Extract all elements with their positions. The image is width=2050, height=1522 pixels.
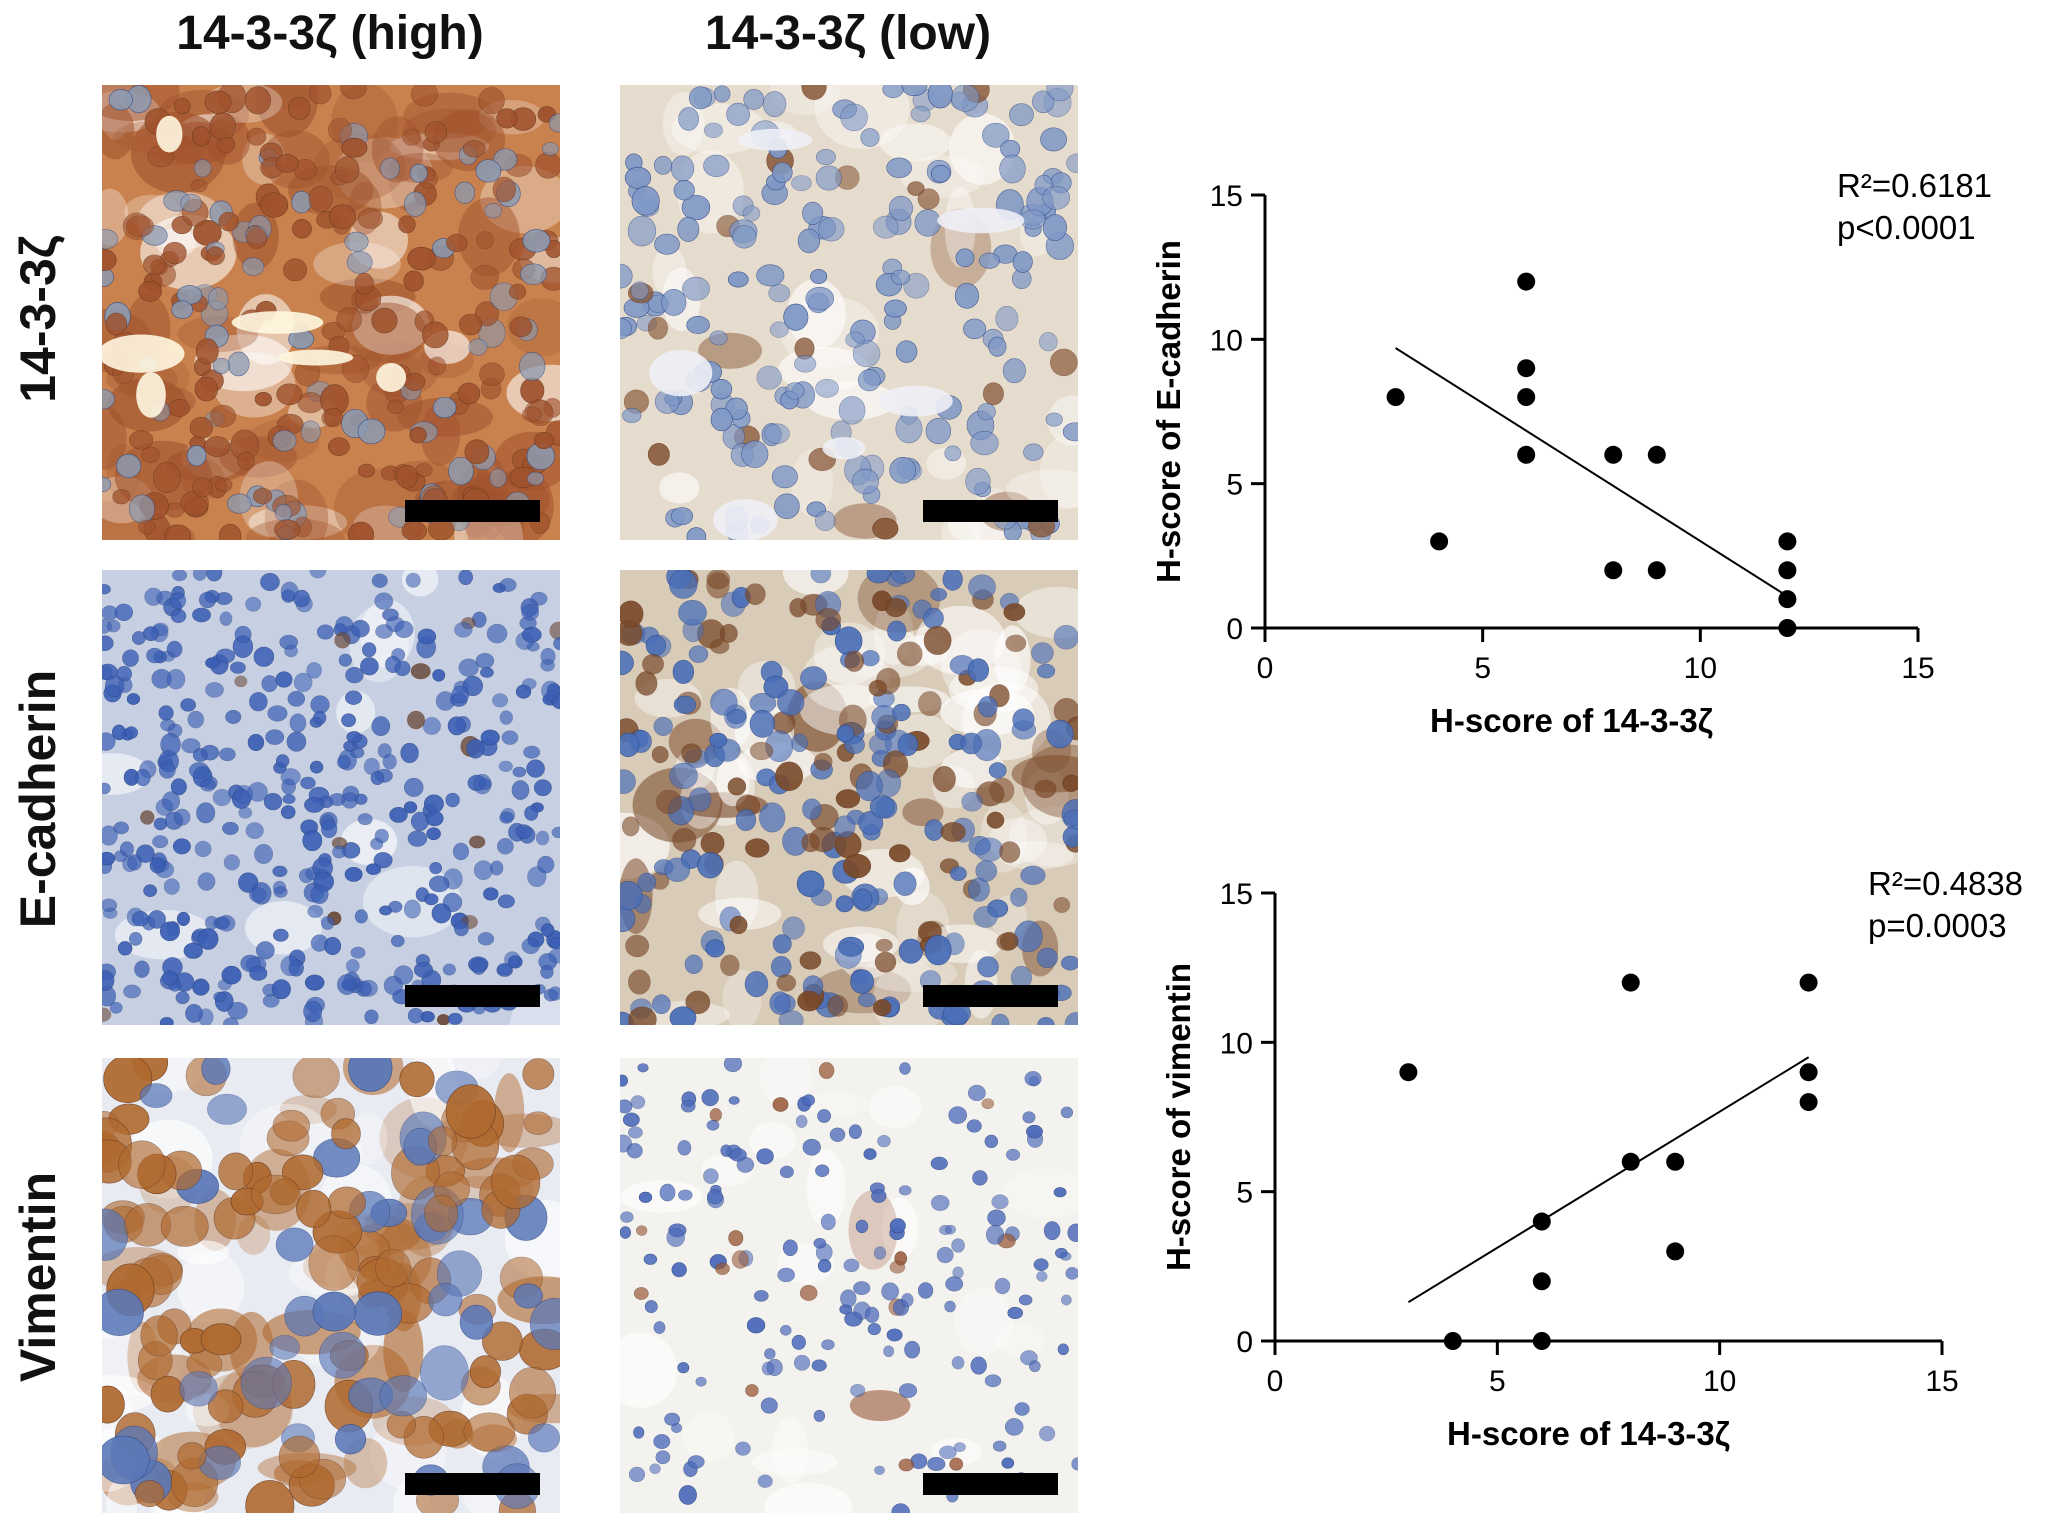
- p-value-annotation: p=0.0003: [1868, 907, 2007, 944]
- r-squared-annotation: R²=0.4838: [1868, 865, 2023, 902]
- data-point: [1532, 1212, 1551, 1231]
- data-point: [1532, 1272, 1551, 1291]
- x-tick-label: 5: [1489, 1365, 1506, 1398]
- micrograph-14-3-3z-low: [620, 85, 1078, 540]
- micrograph-image: [102, 85, 560, 540]
- data-point: [1799, 1093, 1818, 1112]
- micrograph-14-3-3z-high: [102, 85, 560, 540]
- scale-bar: [923, 1473, 1058, 1495]
- y-tick-label: 10: [1210, 324, 1243, 357]
- data-point: [1517, 272, 1536, 291]
- x-tick-label: 10: [1703, 1365, 1736, 1398]
- data-point: [1517, 388, 1536, 407]
- data-point: [1778, 619, 1797, 637]
- p-value-annotation: p<0.0001: [1837, 209, 1976, 246]
- data-point: [1399, 1063, 1418, 1082]
- regression-line: [1395, 347, 1788, 598]
- data-point: [1604, 561, 1623, 580]
- micrograph-image: [102, 570, 560, 1025]
- x-tick-label: 0: [1257, 652, 1274, 685]
- data-point: [1604, 445, 1623, 464]
- x-tick-label: 15: [1901, 652, 1934, 685]
- r-squared-annotation: R²=0.6181: [1837, 167, 1992, 204]
- scale-bar: [923, 500, 1058, 522]
- data-point: [1666, 1152, 1685, 1171]
- x-axis-label: H-score of 14-3-3ζ: [1447, 1415, 1730, 1452]
- data-point: [1443, 1332, 1462, 1350]
- data-point: [1799, 1063, 1818, 1082]
- y-tick-label: 5: [1226, 469, 1243, 502]
- y-tick-label: 5: [1236, 1177, 1253, 1210]
- x-tick-label: 5: [1474, 652, 1491, 685]
- regression-line: [1407, 1056, 1810, 1304]
- y-tick-label: 15: [1210, 180, 1243, 213]
- data-point: [1799, 973, 1818, 992]
- micrograph-image: [620, 1058, 1078, 1513]
- micrograph-image: [620, 570, 1078, 1025]
- micrograph-image: [102, 1058, 560, 1513]
- data-point: [1517, 445, 1536, 464]
- micrograph-e-cadherin-high: [102, 570, 560, 1025]
- y-tick-label: 15: [1220, 878, 1253, 911]
- data-point: [1778, 590, 1797, 609]
- y-tick-label: 10: [1220, 1027, 1253, 1060]
- data-point: [1666, 1242, 1685, 1261]
- micrograph-vimentin-high: [102, 1058, 560, 1513]
- y-tick-label: 0: [1236, 1326, 1253, 1359]
- data-point: [1517, 359, 1536, 378]
- scale-bar: [405, 1473, 540, 1495]
- y-axis-label: H-score of vimentin: [1160, 963, 1197, 1271]
- micrograph-vimentin-low: [620, 1058, 1078, 1513]
- data-point: [1778, 561, 1797, 580]
- scatter-plot-1: 0 5 10 15 0 5 10 15 H-score of 14-3-3ζ H-score of…: [1150, 167, 1992, 739]
- column-label-low: 14-3-3ζ (low): [704, 7, 992, 60]
- micrograph-e-cadherin-low: [620, 570, 1078, 1025]
- data-point: [1778, 532, 1797, 551]
- data-point: [1647, 561, 1666, 580]
- x-tick-label: 15: [1925, 1365, 1958, 1398]
- data-point: [1621, 1152, 1640, 1171]
- scale-bar: [923, 985, 1058, 1007]
- data-point: [1647, 445, 1666, 464]
- y-axis-label: H-score of E-cadherin: [1150, 240, 1187, 583]
- x-tick-label: 10: [1684, 652, 1717, 685]
- data-point: [1532, 1332, 1551, 1350]
- y-tick-label: 0: [1226, 613, 1243, 646]
- scale-bar: [405, 985, 540, 1007]
- data-point: [1386, 388, 1405, 407]
- scatter-plot-2: 0 5 10 15 0 5 10 15 H-score of 14-3-3ζ H-score of…: [1160, 865, 2023, 1452]
- x-tick-label: 0: [1267, 1365, 1284, 1398]
- column-label-high: 14-3-3ζ (high): [176, 7, 484, 60]
- data-point: [1430, 532, 1449, 551]
- data-point: [1621, 973, 1640, 992]
- micrograph-image: [620, 85, 1078, 540]
- x-axis-label: H-score of 14-3-3ζ: [1430, 702, 1713, 739]
- scale-bar: [405, 500, 540, 522]
